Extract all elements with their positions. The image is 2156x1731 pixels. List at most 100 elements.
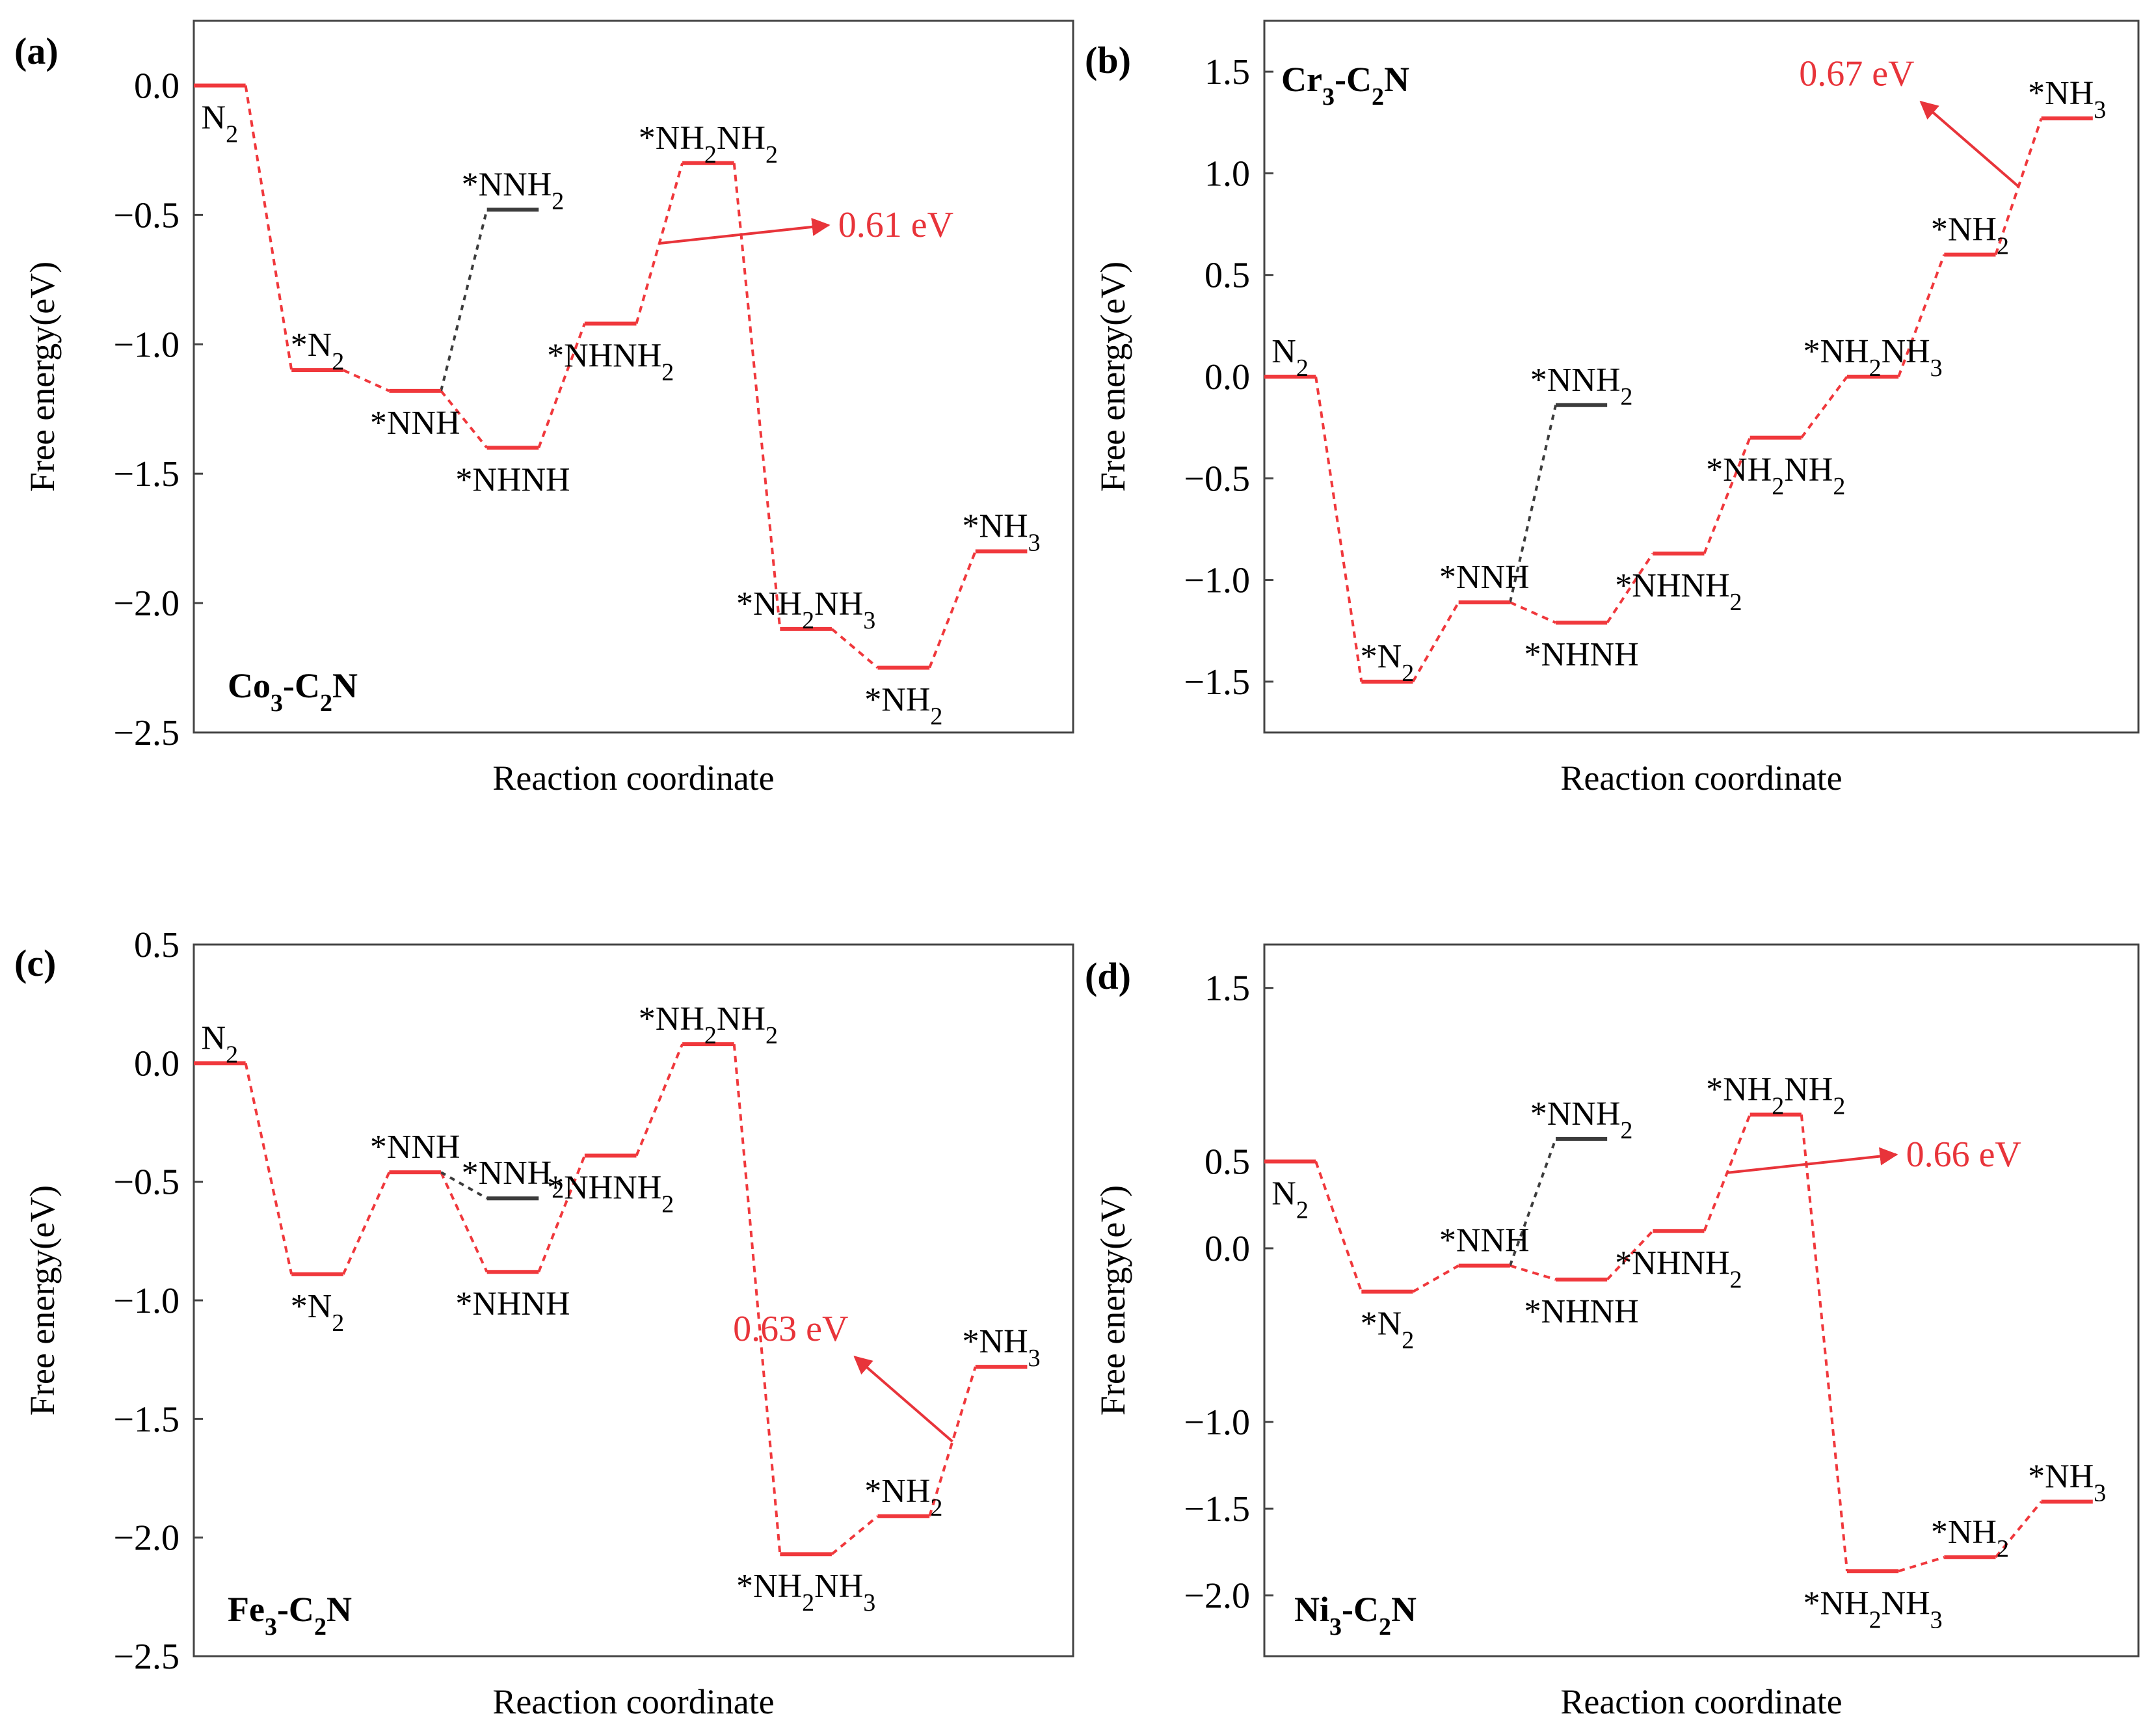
- alt-path-connector: [440, 1171, 488, 1200]
- state-label: *N2: [291, 1288, 345, 1337]
- y-tick-label: 0.0: [1204, 357, 1250, 397]
- main-path-connector: [1411, 601, 1460, 682]
- plot-frame: [1263, 20, 2140, 734]
- state-label: *NH3: [2028, 1458, 2106, 1507]
- main-path-connector: [537, 323, 586, 449]
- state-label: *NH2NH3: [736, 585, 875, 634]
- alt-path-connector: [1508, 405, 1557, 603]
- catalyst-label: Co3-C2N: [228, 666, 358, 717]
- y-tick-label: −1.5: [1184, 1489, 1250, 1529]
- y-axis-label: Free energy(eV): [1093, 1185, 1132, 1416]
- main-path-connector: [1314, 376, 1363, 682]
- barrier-annotation: 0.66 eV: [1906, 1134, 2021, 1175]
- state-label: *NH3: [2028, 75, 2106, 124]
- state-label: *NHNH2: [1615, 1244, 1742, 1293]
- catalyst-label: Fe3-C2N: [228, 1590, 352, 1641]
- state-label: *NH2NH3: [736, 1568, 875, 1617]
- state-label: *NH2NH2: [1706, 1071, 1845, 1120]
- main-path-connector: [537, 1155, 586, 1272]
- alt-state-label: *NNH2: [1530, 362, 1633, 410]
- alt-state-label: *NNH2: [1530, 1095, 1633, 1144]
- state-label: *NHNH: [455, 1285, 570, 1322]
- y-tick-label: −1.5: [1184, 662, 1250, 703]
- main-path-connector: [1412, 1264, 1459, 1293]
- x-axis-label: Reaction coordinate: [492, 1682, 774, 1721]
- y-tick-label: −1.0: [1184, 561, 1250, 601]
- main-path-connector: [1800, 1114, 1848, 1572]
- y-tick-label: −2.5: [113, 713, 180, 753]
- y-tick-label: −1.0: [113, 325, 180, 365]
- main-path-connector: [1510, 1264, 1556, 1281]
- state-label: N2: [1271, 1175, 1309, 1224]
- state-label: *NNH: [370, 1129, 460, 1166]
- y-tick-label: −1.5: [113, 1399, 180, 1440]
- state-label: *NH3: [963, 508, 1041, 557]
- barrier-annotation: 0.63 eV: [733, 1309, 848, 1349]
- state-label: *NH2NH3: [1803, 333, 1942, 382]
- state-label: *NH2: [1931, 211, 2009, 260]
- state-label: *NH2NH2: [639, 120, 778, 168]
- x-axis-label: Reaction coordinate: [492, 758, 774, 798]
- main-path-connector: [440, 390, 488, 449]
- panel-a: 0.0 −0.5 −1.0 −1.5 −2.0 −2.5 Reaction coordina…: [14, 20, 1074, 798]
- main-path-connector: [342, 1172, 391, 1275]
- state-label: *N2: [291, 327, 345, 375]
- state-label: *NH2NH3: [1803, 1585, 1942, 1633]
- x-axis-label: Reaction coordinate: [1560, 1682, 1842, 1721]
- y-axis-label: Free energy(eV): [23, 262, 62, 492]
- y-tick-label: −0.5: [113, 1162, 180, 1203]
- state-label: *NH3: [963, 1323, 1041, 1372]
- panel-d: 1.5 0.5 0.0 −1.0 −1.5 −2.0 Reaction coordinate…: [1085, 943, 2140, 1721]
- y-tick-label: −2.5: [113, 1637, 180, 1677]
- main-path-connector: [343, 369, 390, 392]
- state-label: *NH2: [1931, 1514, 2009, 1563]
- panel-label: (b): [1085, 39, 1131, 81]
- alt-path-connector: [1508, 1138, 1557, 1267]
- state-label: *NH2NH2: [1706, 451, 1845, 500]
- y-tick-label: 1.5: [1204, 969, 1250, 1009]
- y-tick-label: 1.0: [1204, 154, 1250, 194]
- plot-frame: [1263, 943, 2140, 1657]
- main-path-connector: [1509, 601, 1556, 624]
- main-path-connector: [635, 1043, 684, 1157]
- y-tick-label: 0.5: [1204, 256, 1250, 296]
- main-path-connector: [1898, 1555, 1945, 1573]
- alt-state-label: *NNH2: [462, 166, 565, 215]
- y-tick-label: −1.0: [1184, 1402, 1250, 1443]
- y-tick-label: 0.0: [134, 1043, 180, 1084]
- state-label: N2: [1271, 333, 1309, 382]
- main-path-connector: [732, 163, 782, 630]
- barrier-arrow: [659, 217, 831, 245]
- panel-label: (c): [14, 942, 56, 984]
- state-label: N2: [202, 1019, 239, 1068]
- y-tick-label: −0.5: [1184, 459, 1250, 499]
- main-path-connector: [928, 550, 977, 669]
- state-label: *NHNH2: [547, 1170, 674, 1218]
- y-axis-label: Free energy(eV): [23, 1185, 62, 1416]
- state-label: *NHNH2: [547, 337, 674, 386]
- main-path-connector: [244, 85, 293, 371]
- barrier-annotation: 0.67 eV: [1799, 54, 1914, 94]
- y-axis-label: Free energy(eV): [1093, 262, 1132, 492]
- y-tick-label: 0.5: [134, 925, 180, 965]
- state-label: *NNH: [1439, 1222, 1530, 1259]
- main-path-connector: [831, 628, 879, 669]
- state-label: *NNH: [1439, 559, 1530, 596]
- y-tick-label: 0.5: [1204, 1142, 1250, 1183]
- main-path-connector: [1703, 437, 1751, 554]
- state-label: *NNH: [370, 405, 460, 442]
- state-label: *NHNH2: [1615, 567, 1742, 616]
- catalyst-label: Cr3-C2N: [1281, 60, 1409, 111]
- y-tick-label: −2.0: [113, 1518, 180, 1559]
- state-label: *N2: [1361, 638, 1415, 687]
- main-path-connector: [928, 1366, 977, 1517]
- panel-label: (d): [1085, 955, 1131, 997]
- catalyst-label: Ni3-C2N: [1294, 1590, 1417, 1641]
- y-tick-label: −1.5: [113, 454, 180, 494]
- main-path-connector: [831, 1515, 879, 1555]
- y-tick-label: 1.5: [1204, 52, 1250, 92]
- main-path-connector: [732, 1043, 782, 1555]
- panel-label: (a): [14, 30, 59, 72]
- main-path-connector: [1800, 375, 1848, 438]
- y-tick-label: 0.0: [1204, 1229, 1250, 1269]
